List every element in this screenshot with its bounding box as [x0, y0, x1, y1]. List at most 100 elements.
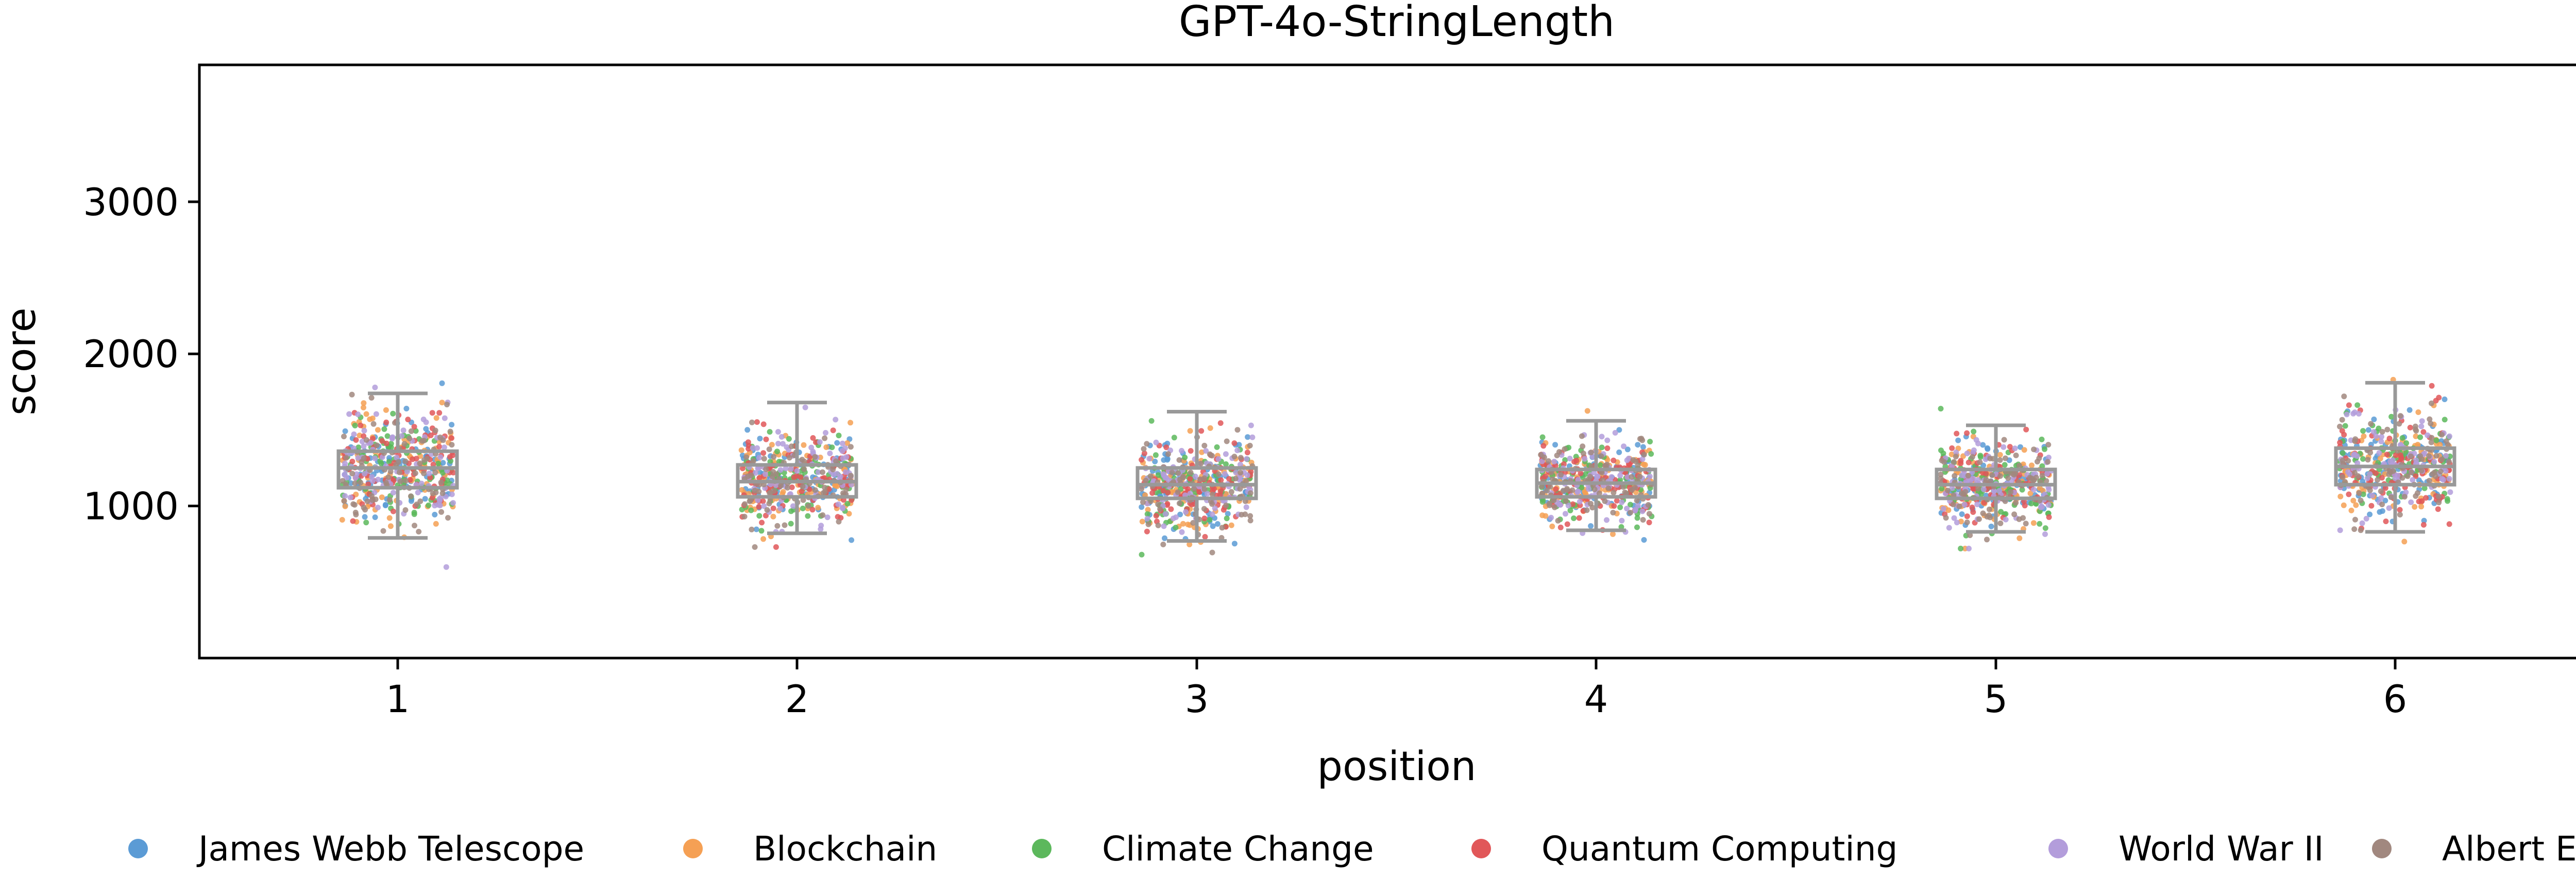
strip-point — [1234, 427, 1241, 433]
strip-point — [1938, 471, 1944, 477]
strip-point — [2354, 460, 2361, 466]
strip-point — [2412, 504, 2418, 510]
strip-point — [815, 469, 821, 475]
strip-point — [1226, 476, 1232, 482]
strip-point — [2417, 453, 2423, 459]
strip-point — [423, 419, 429, 425]
strip-point — [1959, 472, 1965, 478]
strip-point — [2428, 439, 2434, 445]
strip-point — [757, 436, 763, 442]
strip-point — [770, 505, 776, 511]
strip-point — [340, 478, 346, 484]
strip-point — [2030, 520, 2037, 526]
strip-point — [2382, 497, 2388, 504]
strip-point — [2365, 457, 2371, 463]
strip-point — [2367, 471, 2373, 477]
strip-point — [843, 454, 850, 460]
strip-point — [824, 514, 831, 521]
strip-point — [1153, 439, 1159, 445]
strip-point — [810, 435, 816, 441]
strip-point — [1596, 490, 1602, 496]
strip-point — [2042, 531, 2048, 537]
strip-point — [2378, 488, 2384, 494]
strip-point — [1989, 472, 1995, 478]
strip-point — [1940, 506, 1946, 512]
strip-point — [833, 417, 839, 423]
strip-point — [1576, 515, 1582, 521]
strip-point — [1160, 488, 1166, 494]
strip-point — [786, 455, 792, 461]
strip-point — [830, 467, 836, 473]
strip-point — [350, 518, 356, 524]
strip-point — [1997, 473, 2003, 479]
strip-point — [754, 419, 760, 425]
legend: James Webb Telescope Blockchain Climate Ch… — [128, 829, 2576, 869]
strip-point — [2436, 394, 2442, 401]
chart-title: GPT-4o-StringLength — [1179, 0, 1615, 46]
strip-point — [778, 482, 784, 489]
strip-point — [1628, 502, 1633, 508]
strip-point — [369, 493, 375, 499]
strip-point — [362, 507, 368, 513]
legend-label: James Webb Telescope — [196, 829, 584, 869]
strip-point — [2378, 438, 2384, 444]
strip-point — [778, 434, 785, 440]
strip-point — [2002, 455, 2008, 461]
strip-point — [352, 480, 358, 486]
strip-point — [1161, 523, 1167, 529]
strip-point — [2426, 478, 2432, 484]
strip-point — [1965, 459, 1972, 465]
strip-point — [372, 384, 378, 390]
strip-point — [2379, 429, 2385, 435]
strip-point — [2439, 456, 2445, 462]
strip-point — [2033, 475, 2039, 480]
strip-point — [1237, 486, 1243, 492]
strip-point — [1611, 457, 1617, 463]
strip-point — [2419, 418, 2425, 424]
strip-point — [2429, 400, 2434, 406]
strip-point — [353, 437, 359, 443]
strip-point — [1629, 474, 1635, 480]
strip-point — [1144, 515, 1150, 522]
strip-point — [833, 458, 839, 464]
strip-point — [1953, 450, 1959, 455]
strip-point — [2371, 429, 2377, 435]
strip-point — [2355, 473, 2361, 479]
strip-point — [404, 469, 410, 475]
strip-point — [383, 407, 389, 413]
strip-point — [754, 445, 760, 451]
strip-point — [843, 487, 849, 493]
strip-point — [1139, 551, 1145, 558]
strip-point — [383, 440, 389, 446]
strip-point — [2378, 495, 2384, 501]
strip-point — [1939, 486, 1945, 492]
strip-point — [1997, 452, 2003, 458]
strip-point — [2012, 445, 2018, 452]
strip-point — [2001, 444, 2007, 450]
strip-point — [764, 507, 770, 513]
strip-point — [782, 522, 788, 528]
strip-point — [421, 457, 427, 463]
strip-point — [450, 470, 456, 476]
strip-point — [761, 456, 767, 462]
strip-point — [2037, 521, 2043, 527]
strip-point — [1139, 486, 1144, 492]
strip-point — [823, 430, 828, 436]
strip-point — [1970, 454, 1975, 460]
strip-point — [444, 402, 450, 408]
strip-point — [2379, 508, 2385, 514]
strip-point — [1224, 438, 1230, 444]
strip-point — [789, 484, 795, 490]
strip-point — [760, 498, 766, 504]
strip-point — [1149, 490, 1156, 496]
strip-point — [2042, 446, 2047, 452]
strip-point — [1187, 428, 1193, 434]
strip-point — [408, 498, 414, 504]
strip-point — [410, 456, 416, 462]
strip-point — [1187, 491, 1193, 496]
strip-point — [748, 507, 754, 513]
strip-point — [1614, 497, 1620, 504]
strip-point — [394, 455, 400, 461]
strip-point — [823, 444, 829, 450]
strip-point — [2044, 471, 2050, 477]
